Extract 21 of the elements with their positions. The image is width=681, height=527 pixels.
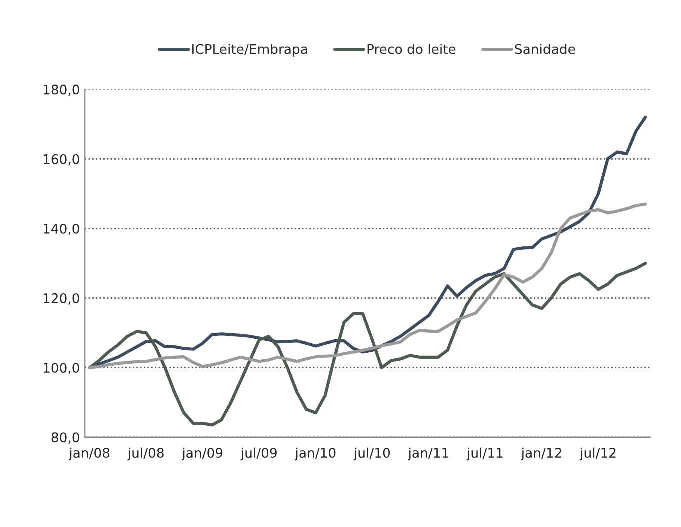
y-tick-label: 160,0 xyxy=(44,154,80,166)
x-tick-label: jan/11 xyxy=(408,448,448,461)
x-tick-label: jan/12 xyxy=(521,448,562,461)
x-tick-label: jul/08 xyxy=(128,448,164,461)
x-tick-label: jul/11 xyxy=(466,448,503,461)
x-tick-label: jan/08 xyxy=(68,448,110,461)
y-tick-label: 120,0 xyxy=(44,294,80,305)
x-tick-label: jul/12 xyxy=(580,448,616,461)
x-tick-label: jul/10 xyxy=(354,448,390,461)
y-tick-label: 180,0 xyxy=(44,84,80,96)
y-tick-label: 80,0 xyxy=(52,432,80,444)
x-tick-label: jan/09 xyxy=(182,448,223,461)
legend-label: ICPLeite/Embrapa xyxy=(192,44,308,57)
x-tick-label: jul/09 xyxy=(240,448,277,461)
x-tick-label: jan/10 xyxy=(295,448,336,461)
legend-label: Preco do leite xyxy=(368,44,456,54)
line-series xyxy=(88,202,648,370)
legend-label: Sanidade xyxy=(515,44,576,54)
line-series xyxy=(88,262,648,427)
y-tick-label: 140,0 xyxy=(44,224,80,236)
y-tick-label: 100,0 xyxy=(44,363,80,374)
